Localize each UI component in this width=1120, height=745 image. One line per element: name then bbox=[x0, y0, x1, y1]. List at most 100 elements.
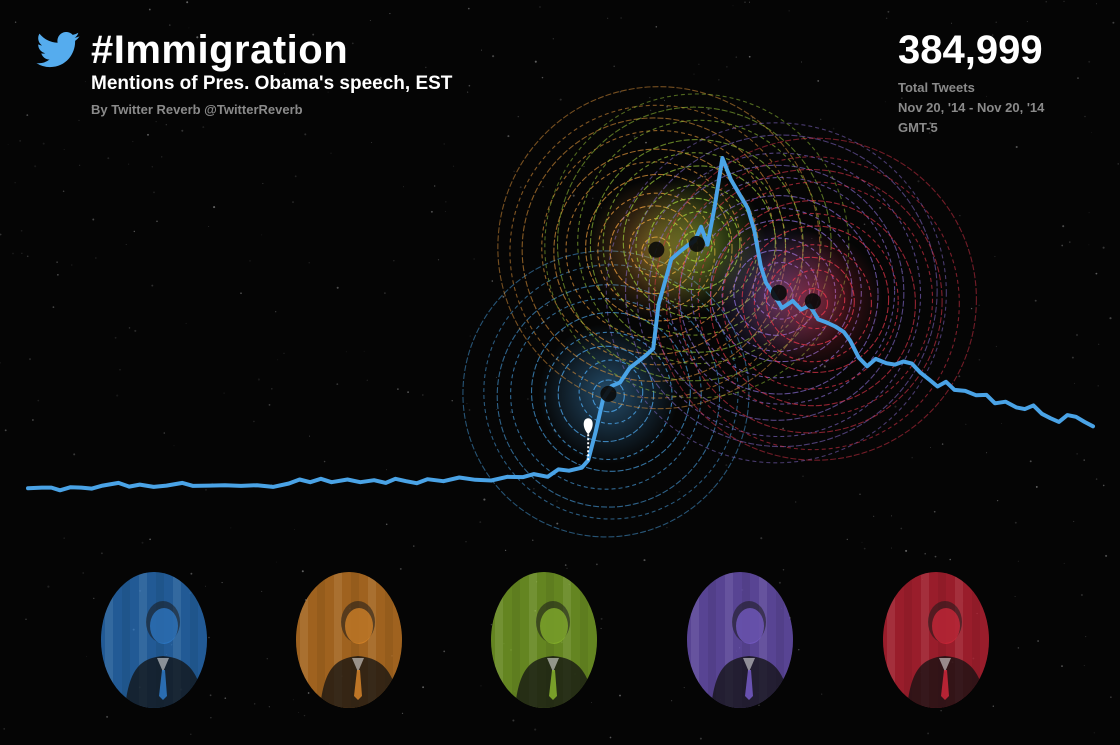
star bbox=[1112, 21, 1115, 24]
star bbox=[132, 140, 134, 143]
star bbox=[495, 376, 497, 378]
star bbox=[366, 379, 368, 381]
star bbox=[1109, 317, 1112, 320]
star bbox=[402, 186, 405, 188]
star bbox=[336, 286, 339, 289]
star bbox=[307, 692, 310, 694]
star bbox=[34, 165, 37, 168]
star bbox=[254, 703, 256, 705]
date-range: Nov 20, '14 - Nov 20, '14 bbox=[898, 100, 1045, 115]
star bbox=[900, 527, 903, 530]
star bbox=[512, 719, 515, 722]
star bbox=[467, 7, 470, 10]
star bbox=[294, 529, 295, 531]
ripple-ring-blue bbox=[530, 311, 691, 472]
ripple-ring-blue bbox=[557, 345, 655, 443]
star bbox=[1063, 0, 1065, 3]
star bbox=[492, 55, 495, 58]
star bbox=[1097, 385, 1099, 387]
star bbox=[1095, 272, 1098, 275]
star bbox=[1074, 382, 1076, 384]
star bbox=[994, 256, 996, 258]
portrait-blue[interactable] bbox=[101, 572, 207, 708]
star bbox=[890, 547, 892, 549]
star bbox=[178, 110, 180, 113]
star bbox=[583, 166, 585, 167]
star bbox=[21, 252, 23, 254]
star bbox=[0, 233, 2, 236]
star bbox=[552, 38, 554, 40]
star bbox=[78, 119, 80, 121]
star bbox=[861, 541, 863, 543]
star bbox=[509, 411, 513, 414]
portrait-red[interactable] bbox=[883, 572, 989, 708]
star bbox=[249, 260, 251, 262]
star bbox=[1093, 732, 1095, 734]
star bbox=[151, 284, 154, 287]
star bbox=[930, 447, 931, 449]
star bbox=[37, 399, 40, 402]
star bbox=[4, 429, 7, 432]
star bbox=[559, 98, 562, 101]
star bbox=[169, 24, 171, 26]
star bbox=[1105, 554, 1108, 557]
star bbox=[208, 636, 210, 639]
portrait-purple[interactable] bbox=[687, 572, 793, 708]
star bbox=[386, 469, 387, 471]
star bbox=[996, 499, 999, 502]
star bbox=[1083, 459, 1085, 461]
mentions-line-chart bbox=[26, 86, 1095, 538]
star bbox=[62, 190, 65, 193]
star bbox=[735, 56, 738, 58]
star bbox=[133, 230, 135, 233]
portrait-orange[interactable] bbox=[296, 572, 402, 708]
star bbox=[905, 549, 908, 552]
star bbox=[1077, 77, 1079, 79]
star bbox=[379, 77, 382, 79]
star bbox=[397, 388, 399, 390]
star bbox=[1088, 244, 1090, 246]
star bbox=[1088, 60, 1091, 63]
star bbox=[26, 255, 29, 258]
star bbox=[1071, 356, 1074, 359]
star bbox=[666, 526, 668, 529]
star bbox=[84, 81, 86, 83]
star bbox=[995, 21, 997, 23]
star bbox=[29, 358, 31, 361]
series-line-mentions bbox=[26, 156, 1095, 493]
star bbox=[312, 33, 315, 36]
star bbox=[57, 274, 59, 276]
ripple-ring-red bbox=[722, 212, 899, 390]
star bbox=[600, 617, 603, 620]
star bbox=[20, 229, 23, 232]
star bbox=[788, 10, 790, 12]
star bbox=[351, 42, 354, 45]
star bbox=[253, 420, 255, 423]
star bbox=[600, 627, 602, 630]
star bbox=[479, 521, 482, 524]
star bbox=[688, 320, 690, 323]
star bbox=[643, 559, 646, 562]
star bbox=[800, 61, 802, 63]
star bbox=[385, 523, 388, 526]
star bbox=[205, 585, 207, 587]
ripple-ring-red bbox=[697, 181, 934, 417]
star bbox=[226, 54, 229, 57]
portrait-green[interactable] bbox=[491, 572, 597, 708]
star bbox=[480, 685, 482, 687]
star bbox=[1117, 163, 1119, 165]
star bbox=[369, 20, 371, 21]
marker-pin-icon[interactable] bbox=[583, 418, 593, 435]
star bbox=[591, 702, 592, 704]
star bbox=[1069, 241, 1071, 243]
star bbox=[205, 489, 207, 491]
star bbox=[19, 140, 21, 142]
star bbox=[1080, 593, 1083, 597]
star bbox=[262, 182, 264, 185]
star bbox=[1014, 521, 1017, 524]
portrait-image bbox=[296, 572, 402, 708]
star bbox=[266, 657, 269, 660]
star bbox=[275, 311, 277, 313]
portrait-image bbox=[687, 572, 793, 708]
star bbox=[941, 443, 944, 445]
